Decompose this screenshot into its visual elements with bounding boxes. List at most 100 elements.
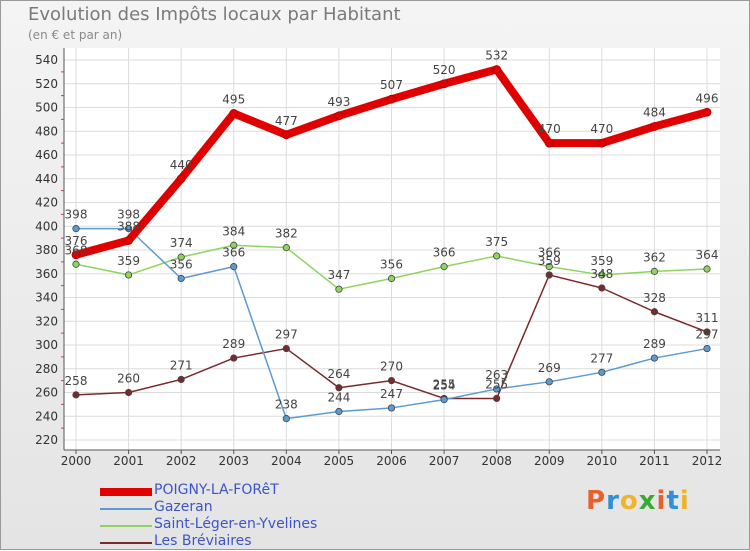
y-tick-label: 500 [35,101,58,115]
data-point-2 [72,260,80,268]
x-tick-label: 2007 [429,454,460,468]
data-point-2 [493,252,501,260]
data-point-1 [387,404,396,412]
data-point-1 [282,415,290,423]
data-point-3 [598,284,606,292]
x-tick-label: 2008 [481,454,512,468]
y-tick-label: 220 [35,433,58,447]
data-label-0: 496 [696,91,719,105]
data-label-0: 477 [275,114,298,128]
data-point-1 [650,354,659,362]
y-tick-label: 440 [35,172,58,186]
data-label-0: 520 [433,63,456,77]
y-tick-label: 380 [35,243,58,257]
data-point-0 [334,111,344,121]
data-label-1: 366 [222,246,245,260]
logo-letter: r [606,486,620,516]
data-label-3: 348 [590,267,613,281]
x-tick-label: 2003 [218,454,249,468]
data-label-2: 368 [65,243,88,257]
data-label-0: 376 [65,234,88,248]
data-point-2 [440,263,448,271]
data-label-0: 470 [538,122,561,136]
data-point-3 [124,388,133,397]
legend-swatch-gazeran [100,508,152,510]
data-label-3: 328 [643,291,666,305]
data-point-1 [545,378,553,386]
x-tick-label: 2012 [692,454,723,468]
data-label-3: 258 [65,374,88,388]
y-tick-label: 360 [35,267,58,281]
data-label-2: 362 [643,250,666,264]
data-label-3: 311 [696,311,719,325]
data-point-3 [282,344,290,353]
data-label-2: 366 [433,246,456,260]
y-tick-label: 420 [35,196,58,210]
data-point-1 [124,225,133,233]
logo-letter: o [619,486,639,516]
data-label-2: 359 [590,254,613,268]
data-label-0: 470 [590,122,613,136]
data-point-0 [229,109,239,118]
x-tick-label: 2009 [534,454,565,468]
y-tick-label: 340 [35,291,58,305]
y-tick-label: 400 [35,219,58,233]
data-label-0: 495 [222,92,245,106]
legend-swatch-poigny [100,488,152,496]
data-label-0: 388 [117,220,140,234]
data-point-2 [282,244,290,252]
chart-title: Evolution des Impôts locaux par Habitant [28,4,401,25]
data-label-0: 493 [327,95,350,109]
data-point-2 [703,265,711,273]
data-point-3 [493,394,501,403]
data-label-2: 382 [275,227,298,241]
x-tick-label: 2005 [324,454,355,468]
data-label-1: 356 [170,258,193,272]
data-label-1: 254 [433,379,456,393]
logo-letter: i [679,486,690,516]
x-tick-label: 2004 [271,454,302,468]
x-tick-label: 2002 [166,454,197,468]
y-tick-label: 460 [35,148,58,162]
data-label-3: 271 [170,358,193,372]
y-tick-label: 240 [35,409,58,423]
data-label-1: 269 [538,361,561,375]
data-point-3 [335,384,343,392]
data-label-0: 507 [380,78,403,92]
data-label-2: 384 [222,224,245,238]
data-point-2 [335,285,343,293]
data-point-0 [387,94,396,104]
chart-subtitle: (en € et par an) [28,28,123,42]
data-point-0 [702,107,712,117]
y-tick-label: 320 [35,314,58,328]
data-label-2: 364 [696,248,719,262]
data-point-1 [72,225,80,233]
logo-letter: x [638,486,657,516]
data-label-2: 375 [485,235,508,249]
logo-letter: P [586,486,607,516]
data-point-1 [598,368,606,376]
data-label-2: 366 [538,246,561,260]
y-tick-label: 300 [35,338,58,352]
data-point-3 [545,271,553,279]
data-label-1: 244 [327,391,350,405]
data-label-3: 255 [433,377,456,391]
x-tick-label: 2000 [61,454,92,468]
data-label-2: 359 [117,254,140,268]
legend-swatch-saint-leger [100,525,152,527]
data-point-3 [703,328,711,336]
data-label-2: 374 [170,236,193,250]
legend-swatch-breviaires [100,542,152,544]
data-point-1 [230,263,238,271]
data-point-3 [230,354,238,362]
y-tick-label: 540 [35,53,58,67]
data-point-0 [650,122,659,131]
proxiti-logo: Proxiti [586,486,690,516]
data-label-1: 247 [380,387,403,401]
logo-letter: t [666,486,680,516]
data-point-0 [71,250,81,260]
data-label-3: 255 [485,377,508,391]
y-tick-label: 260 [35,386,58,400]
data-point-1 [177,274,185,283]
data-point-1 [335,407,343,416]
